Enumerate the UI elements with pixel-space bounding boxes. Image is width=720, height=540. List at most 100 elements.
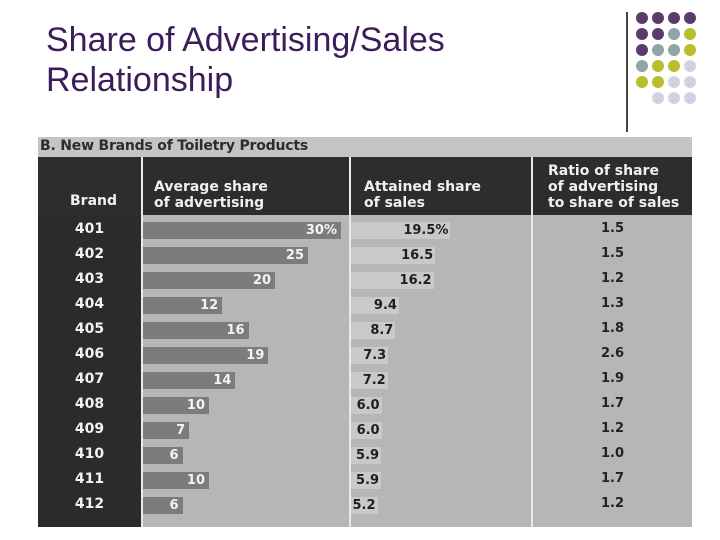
brand-cell: 405 bbox=[74, 321, 105, 337]
ratio-cell: 2.6 bbox=[600, 346, 625, 361]
table-row: 408 10 6.0 1.7 bbox=[38, 392, 692, 417]
brand-cell: 402 bbox=[74, 246, 105, 262]
figure-panel: B. New Brands of Toiletry Products Brand… bbox=[38, 137, 692, 527]
table-row: 403 20 16.2 1.2 bbox=[38, 267, 692, 292]
table-header: Brand Average share of advertising Attai… bbox=[38, 157, 692, 215]
brand-cell: 409 bbox=[74, 421, 105, 437]
advertising-value: 10 bbox=[186, 398, 205, 413]
sales-bar: 5.2 bbox=[351, 497, 378, 514]
sales-bar: 6.0 bbox=[351, 422, 382, 439]
ratio-cell: 1.2 bbox=[600, 496, 625, 511]
ratio-cell: 1.2 bbox=[600, 271, 625, 286]
advertising-bar: 10 bbox=[143, 397, 209, 414]
advertising-value: 7 bbox=[176, 423, 186, 438]
brand-cell: 407 bbox=[74, 371, 105, 387]
advertising-value: 30% bbox=[305, 223, 337, 238]
header-advertising: Average share of advertising bbox=[154, 179, 268, 211]
table-row: 409 7 6.0 1.2 bbox=[38, 417, 692, 442]
slide-title-line2: Relationship bbox=[46, 61, 234, 99]
ratio-cell: 1.0 bbox=[600, 446, 625, 461]
ratio-cell: 1.5 bbox=[600, 221, 625, 236]
decorative-dot bbox=[652, 76, 664, 88]
decorative-dot bbox=[668, 12, 680, 24]
decorative-dot bbox=[652, 60, 664, 72]
table-row: 405 16 8.7 1.8 bbox=[38, 317, 692, 342]
table-row: 404 12 9.4 1.3 bbox=[38, 292, 692, 317]
ratio-cell: 1.3 bbox=[600, 296, 625, 311]
advertising-value: 25 bbox=[285, 248, 304, 263]
decorative-dot bbox=[636, 76, 648, 88]
ratio-cell: 1.9 bbox=[600, 371, 625, 386]
advertising-value: 10 bbox=[186, 473, 205, 488]
decorative-dot bbox=[668, 76, 680, 88]
decorative-dot bbox=[668, 60, 680, 72]
sales-value: 7.2 bbox=[362, 373, 386, 388]
advertising-bar: 19 bbox=[143, 347, 269, 364]
brand-cell: 411 bbox=[74, 471, 105, 487]
advertising-bar: 6 bbox=[143, 497, 183, 514]
sales-bar: 16.5 bbox=[351, 247, 436, 264]
advertising-value: 6 bbox=[169, 498, 179, 513]
column-separator bbox=[349, 157, 351, 527]
decorative-dot bbox=[668, 28, 680, 40]
sales-value: 19.5% bbox=[403, 223, 449, 238]
decorative-dot bbox=[636, 12, 648, 24]
advertising-bar: 16 bbox=[143, 322, 249, 339]
sales-value: 9.4 bbox=[373, 298, 397, 313]
brand-cell: 406 bbox=[74, 346, 105, 362]
sales-bar: 16.2 bbox=[351, 272, 434, 289]
sales-value: 16.2 bbox=[399, 273, 432, 288]
advertising-bar: 12 bbox=[143, 297, 223, 314]
decorative-dot bbox=[652, 44, 664, 56]
table-row: 406 19 7.3 2.6 bbox=[38, 342, 692, 367]
advertising-value: 19 bbox=[246, 348, 265, 363]
sales-value: 5.9 bbox=[356, 448, 380, 463]
column-separator bbox=[531, 157, 533, 527]
decorative-dot bbox=[684, 28, 696, 40]
ratio-cell: 1.5 bbox=[600, 246, 625, 261]
table-row: 402 25 16.5 1.5 bbox=[38, 242, 692, 267]
sales-value: 7.3 bbox=[363, 348, 387, 363]
header-sales: Attained share of sales bbox=[364, 179, 481, 211]
sales-value: 5.9 bbox=[356, 473, 380, 488]
sales-bar: 9.4 bbox=[351, 297, 399, 314]
sales-bar: 8.7 bbox=[351, 322, 396, 339]
advertising-bar: 10 bbox=[143, 472, 209, 489]
sales-value: 8.7 bbox=[370, 323, 394, 338]
advertising-bar: 20 bbox=[143, 272, 275, 289]
ratio-cell: 1.8 bbox=[600, 321, 625, 336]
decorative-dot bbox=[636, 60, 648, 72]
brand-cell: 410 bbox=[74, 446, 105, 462]
brand-cell: 408 bbox=[74, 396, 105, 412]
table-body: 401 30% 19.5% 1.5 402 25 16.5 1.5 403 20 16.2 1.2 40… bbox=[38, 215, 692, 527]
decorative-divider bbox=[626, 12, 628, 132]
decorative-dot bbox=[668, 44, 680, 56]
slide-title: Share of Advertising/Sales Relationship bbox=[46, 20, 606, 100]
decorative-dot bbox=[652, 92, 664, 104]
advertising-value: 14 bbox=[213, 373, 232, 388]
advertising-value: 6 bbox=[169, 448, 179, 463]
decorative-dot bbox=[684, 12, 696, 24]
table-row: 410 6 5.9 1.0 bbox=[38, 442, 692, 467]
advertising-value: 12 bbox=[200, 298, 219, 313]
brand-column-bg bbox=[38, 215, 141, 527]
decorative-dot bbox=[684, 60, 696, 72]
header-ratio: Ratio of share of advertising to share o… bbox=[548, 163, 680, 211]
sales-value: 6.0 bbox=[356, 423, 380, 438]
slide-title-line1: Share of Advertising/Sales bbox=[46, 21, 445, 59]
sales-value: 5.2 bbox=[352, 498, 376, 513]
sales-bar: 7.2 bbox=[351, 372, 388, 389]
table-row: 411 10 5.9 1.7 bbox=[38, 467, 692, 492]
decorative-dot bbox=[652, 12, 664, 24]
sales-value: 16.5 bbox=[401, 248, 434, 263]
decorative-dot-grid bbox=[636, 12, 720, 122]
figure-title: B. New Brands of Toiletry Products bbox=[40, 138, 308, 154]
sales-bar: 5.9 bbox=[351, 447, 382, 464]
header-brand: Brand bbox=[70, 193, 118, 209]
brand-cell: 401 bbox=[74, 221, 105, 237]
advertising-bar: 7 bbox=[143, 422, 190, 439]
decorative-dot bbox=[636, 44, 648, 56]
advertising-value: 16 bbox=[226, 323, 245, 338]
ratio-cell: 1.7 bbox=[600, 396, 625, 411]
brand-cell: 404 bbox=[74, 296, 105, 312]
